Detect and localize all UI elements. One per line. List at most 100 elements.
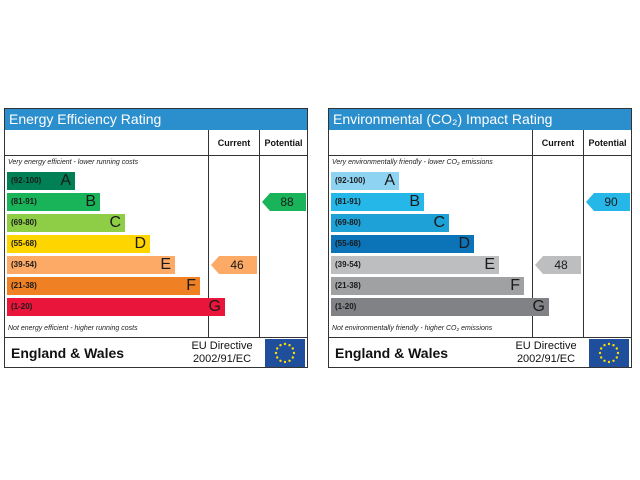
star-icon — [291, 347, 294, 350]
header-divider — [5, 155, 307, 156]
band-range-label: (69-80) — [335, 218, 361, 227]
band-range-label: (1-20) — [335, 302, 357, 311]
band-range-label: (92-100) — [11, 176, 42, 185]
band-letter: G — [208, 298, 221, 315]
band-d: (55-68) D — [7, 235, 150, 253]
column-divider — [583, 130, 584, 337]
band-letter: A — [384, 172, 395, 189]
band-range-label: (69-80) — [11, 218, 37, 227]
current-column-header: Current — [217, 138, 251, 148]
band-c: (69-80) C — [331, 214, 449, 232]
column-divider — [208, 130, 209, 337]
band-b: (81-91) B — [331, 193, 424, 211]
potential-rating-arrow: 88 — [262, 193, 306, 211]
chart-title: Energy Efficiency Rating — [5, 109, 307, 130]
star-icon — [607, 342, 611, 346]
band-f: (21-38) F — [7, 277, 200, 295]
band-letter: B — [85, 193, 96, 210]
band-range-label: (39-54) — [11, 260, 37, 269]
band-letter: F — [510, 277, 520, 294]
star-icon — [616, 351, 620, 355]
potential-rating-arrow: 90 — [586, 193, 630, 211]
band-a: (92-100) A — [7, 172, 75, 190]
band-letter: F — [186, 277, 196, 294]
band-letter: A — [60, 172, 71, 189]
directive-line-2: 2002/91/EC — [192, 353, 252, 365]
potential-column-header: Potential — [264, 138, 303, 148]
current-rating-arrow: 48 — [535, 256, 581, 274]
eu-flag-icon — [589, 339, 629, 367]
star-icon — [615, 347, 618, 350]
eu-flag-icon — [265, 339, 305, 367]
band-d: (55-68) D — [331, 235, 474, 253]
note-top: Very environmentally friendly - lower CO… — [332, 159, 493, 166]
note-top: Very energy efficient - lower running co… — [8, 159, 139, 166]
star-icon — [276, 347, 279, 350]
footer-divider — [5, 337, 307, 338]
star-icon — [291, 356, 294, 359]
potential-column-header: Potential — [588, 138, 627, 148]
star-icon — [612, 344, 615, 347]
environmental-impact-chart: Environmental (CO₂) Impact Rating Curren… — [328, 108, 632, 368]
star-icon — [279, 344, 282, 347]
band-g: (1-20) G — [7, 298, 225, 316]
footer-country: England & Wales — [11, 345, 125, 361]
potential-rating-value: 90 — [604, 195, 618, 209]
band-range-label: (55-68) — [335, 239, 361, 248]
current-rating-arrow: 46 — [211, 256, 257, 274]
star-icon — [600, 356, 603, 359]
star-icon — [292, 351, 296, 355]
band-letter: D — [134, 235, 146, 252]
footer-directive: EU Directive 2002/91/EC — [183, 340, 261, 366]
band-c: (69-80) C — [7, 214, 125, 232]
band-letter: E — [484, 256, 495, 273]
band-range-label: (39-54) — [335, 260, 361, 269]
current-column-header: Current — [541, 138, 575, 148]
star-icon — [283, 342, 287, 346]
band-letter: D — [458, 235, 470, 252]
band-letter: C — [109, 214, 121, 231]
star-icon — [598, 351, 602, 355]
star-icon — [288, 359, 291, 362]
chart-title: Environmental (CO₂) Impact Rating — [329, 109, 631, 130]
current-rating-value: 48 — [554, 258, 568, 272]
band-range-label: (1-20) — [11, 302, 33, 311]
band-a: (92-100) A — [331, 172, 399, 190]
band-range-label: (55-68) — [11, 239, 37, 248]
note-bottom: Not energy efficient - higher running co… — [8, 325, 138, 332]
band-f: (21-38) F — [331, 277, 524, 295]
star-icon — [600, 347, 603, 350]
column-divider — [532, 130, 533, 337]
band-range-label: (81-91) — [11, 197, 37, 206]
band-e: (39-54) E — [7, 256, 175, 274]
star-icon — [603, 344, 606, 347]
directive-line-2: 2002/91/EC — [516, 353, 576, 365]
directive-line-1: EU Directive — [191, 340, 253, 352]
star-icon — [603, 359, 606, 362]
band-range-label: (81-91) — [335, 197, 361, 206]
header-divider — [329, 155, 631, 156]
band-letter: G — [532, 298, 545, 315]
star-icon — [607, 360, 611, 364]
note-bottom: Not environmentally friendly - higher CO… — [332, 325, 493, 332]
star-icon — [288, 344, 291, 347]
footer-divider — [329, 337, 631, 338]
star-icon — [615, 356, 618, 359]
band-range-label: (21-38) — [335, 281, 361, 290]
band-g: (1-20) G — [331, 298, 549, 316]
band-letter: E — [160, 256, 171, 273]
footer-country: England & Wales — [335, 345, 449, 361]
star-icon — [279, 359, 282, 362]
directive-line-1: EU Directive — [515, 340, 577, 352]
footer-directive: EU Directive 2002/91/EC — [507, 340, 585, 366]
current-rating-value: 46 — [230, 258, 244, 272]
star-icon — [276, 356, 279, 359]
band-range-label: (92-100) — [335, 176, 366, 185]
column-divider — [259, 130, 260, 337]
band-letter: B — [409, 193, 420, 210]
star-icon — [274, 351, 278, 355]
band-b: (81-91) B — [7, 193, 100, 211]
band-e: (39-54) E — [331, 256, 499, 274]
energy-efficiency-chart: Energy Efficiency Rating Current Potenti… — [4, 108, 308, 368]
potential-rating-value: 88 — [280, 195, 294, 209]
